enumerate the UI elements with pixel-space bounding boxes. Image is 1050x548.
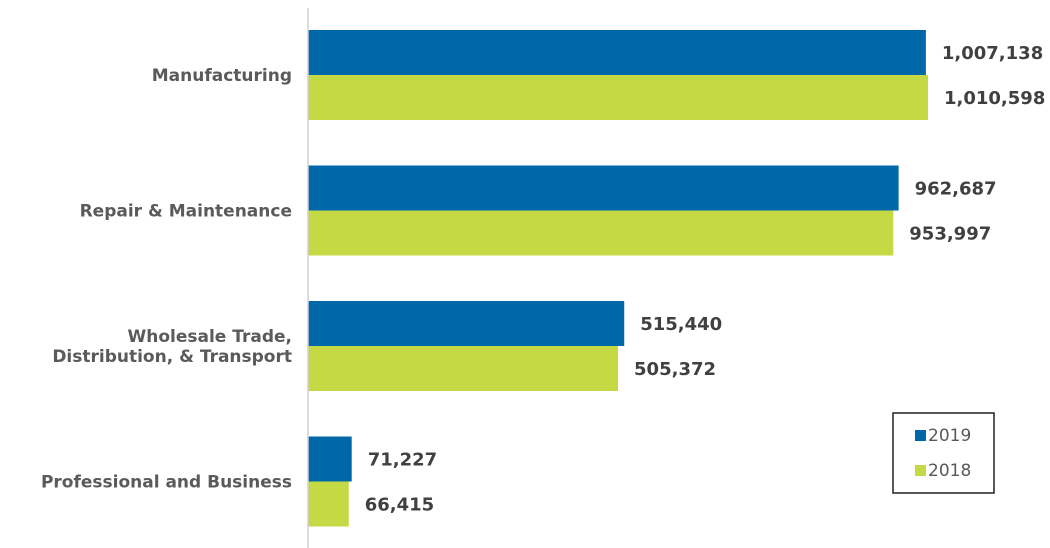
bar-2018 [308, 346, 619, 391]
data-label: 66,415 [365, 495, 434, 516]
category-label: Wholesale Trade, [128, 327, 293, 347]
legend-swatch-2019 [915, 430, 926, 441]
data-label: 71,227 [368, 450, 437, 471]
category-labels: Manufacturing Repair & Maintenance Wholesa… [41, 66, 292, 493]
category-label: Repair & Maintenance [80, 202, 292, 222]
bar-2018 [308, 210, 894, 256]
category-label: Manufacturing [152, 66, 292, 86]
bar-2018 [308, 75, 928, 120]
legend-box [892, 412, 995, 494]
data-label: 505,372 [634, 359, 716, 380]
data-label: 515,440 [640, 314, 722, 335]
bar-2019 [308, 30, 926, 75]
value-labels: 1,007,138 1,010,598 962,687 953,997 515,440 5… [365, 43, 1046, 516]
data-label: 962,687 [915, 179, 997, 200]
data-label: 953,997 [909, 224, 991, 245]
data-label: 1,010,598 [944, 88, 1045, 109]
bar-2019 [308, 165, 899, 211]
bars [308, 30, 928, 527]
legend: 2019 2018 [892, 412, 995, 494]
bar-2018 [308, 481, 349, 527]
bar-2019 [308, 436, 352, 482]
legend-label-2019: 2019 [928, 426, 971, 446]
legend-label-2018: 2018 [928, 461, 971, 481]
category-label: Professional and Business [41, 473, 292, 493]
data-label: 1,007,138 [942, 43, 1043, 64]
category-label: Distribution, & Transport [52, 347, 292, 367]
bar-2019 [308, 301, 625, 346]
legend-swatch-2018 [915, 465, 926, 476]
